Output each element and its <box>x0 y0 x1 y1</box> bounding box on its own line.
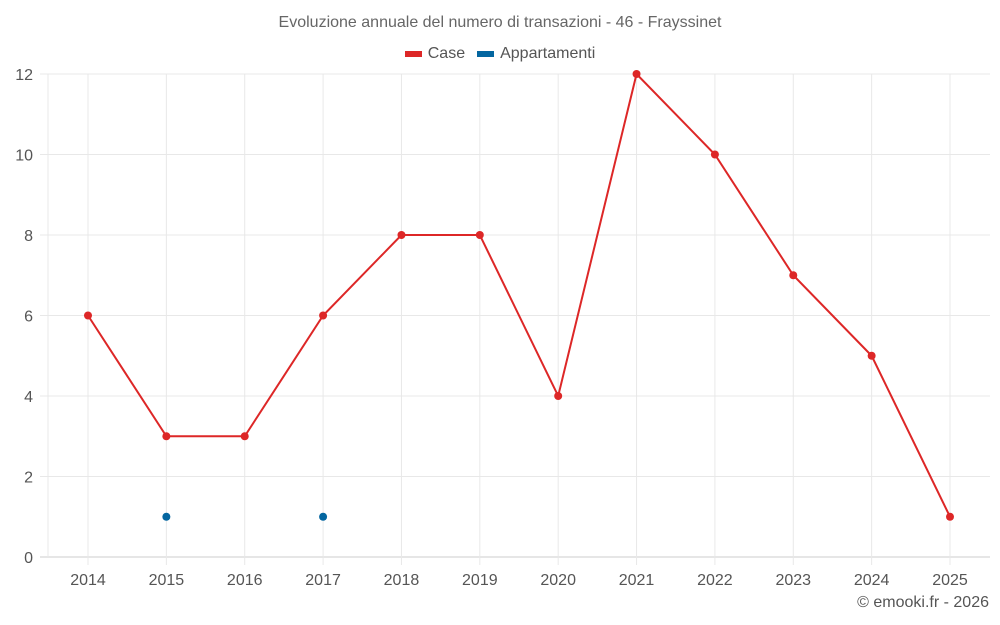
data-point[interactable] <box>946 512 954 521</box>
legend-swatch-case <box>404 51 422 57</box>
x-tick-label: 2014 <box>70 572 106 589</box>
data-point[interactable] <box>240 432 249 441</box>
y-tick-label: 8 <box>24 228 33 245</box>
data-point[interactable] <box>162 432 171 441</box>
legend-item-case[interactable]: Case <box>404 45 466 63</box>
data-point[interactable] <box>84 311 92 320</box>
legend-label-appartamenti: Appartamenti <box>500 45 596 62</box>
legend-item-appartamenti[interactable]: Appartamenti <box>477 45 595 63</box>
x-tick-label: 2023 <box>775 572 811 589</box>
x-tick-label: 2021 <box>619 572 655 589</box>
data-point[interactable] <box>319 512 328 521</box>
x-tick-label: 2015 <box>149 572 185 589</box>
data-point[interactable] <box>162 512 171 521</box>
copyright-credit: © emooki.fr - 2026 <box>857 594 989 611</box>
series-line <box>87 72 951 518</box>
x-tick-label: 2017 <box>305 572 341 589</box>
x-tick-label: 2022 <box>697 572 733 589</box>
y-axis: 0 2 4 6 8 10 12 <box>15 67 33 567</box>
x-tick-label: 2020 <box>540 572 576 589</box>
x-tick-label: 2019 <box>462 572 498 589</box>
x-tick-label: 2018 <box>384 572 420 589</box>
x-tick-label: 2024 <box>854 572 890 589</box>
x-tick-label: 2025 <box>932 572 968 589</box>
data-point[interactable] <box>789 271 798 280</box>
y-tick-label: 10 <box>15 148 33 165</box>
data-point[interactable] <box>867 351 876 360</box>
data-point[interactable] <box>632 70 641 78</box>
data-point[interactable] <box>554 392 563 400</box>
y-tick-label: 2 <box>24 470 33 487</box>
data-point[interactable] <box>397 231 406 239</box>
y-tick-label: 4 <box>24 389 33 406</box>
y-tick-label: 0 <box>24 550 33 567</box>
data-point[interactable] <box>710 150 719 159</box>
data-series <box>84 70 954 521</box>
legend-swatch-appartamenti <box>477 51 495 57</box>
x-tick-label: 2016 <box>227 572 263 589</box>
data-point[interactable] <box>475 231 484 239</box>
chart-title: Evoluzione annuale del numero di transaz… <box>278 14 722 31</box>
y-tick-label: 6 <box>24 309 33 326</box>
legend-label-case: Case <box>427 45 466 62</box>
data-point[interactable] <box>319 311 328 320</box>
y-tick-label: 12 <box>15 67 33 84</box>
grid-lines <box>40 73 990 565</box>
x-axis: 2014 2015 2016 2017 2018 2019 2020 2021 2022 2023… <box>70 572 968 589</box>
chart-legend: Case Appartamenti <box>0 45 1000 63</box>
